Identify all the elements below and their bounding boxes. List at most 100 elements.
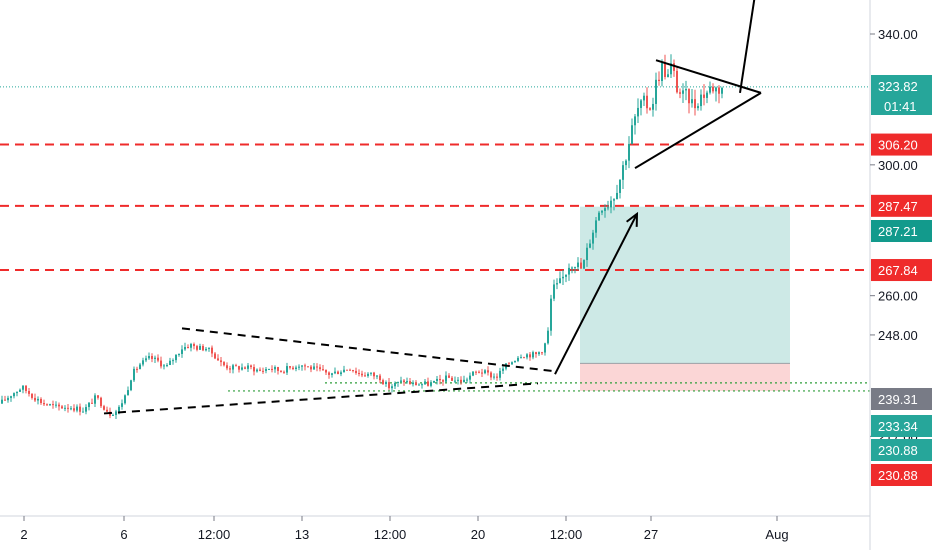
price-label-box [871, 464, 932, 486]
candle-body [577, 262, 579, 268]
x-tick-label: Aug [765, 527, 788, 542]
candle-body [637, 107, 639, 117]
candle-body [193, 344, 195, 347]
candle-body [439, 378, 441, 381]
triangle-lower-trendline [103, 382, 539, 415]
price-label-box [871, 220, 932, 242]
candle-body [97, 395, 99, 398]
candle-body [535, 352, 537, 355]
candle-body [559, 278, 561, 284]
candle-body [586, 247, 588, 261]
candle-body [616, 192, 618, 200]
candle-body [388, 382, 390, 389]
candle-body [550, 298, 552, 331]
time-axis[interactable]: 2 6 12:00 13 12:00 20 12:00 27 Aug [20, 516, 789, 542]
candle-body [232, 365, 234, 370]
candle-body [583, 260, 585, 269]
candle-body [142, 360, 144, 365]
candle-body [91, 402, 93, 404]
candle-body [685, 89, 687, 91]
candle-body [619, 179, 621, 193]
candle-body [478, 371, 480, 373]
candle-body [118, 406, 120, 412]
candle-body [25, 385, 27, 392]
candle-body [211, 347, 213, 354]
candle-body [106, 409, 108, 412]
profit-zone [580, 206, 790, 364]
candle-body [166, 365, 168, 367]
candle-body [427, 381, 429, 386]
candle-body [412, 382, 414, 385]
candle-body [280, 370, 282, 372]
candle-body [7, 397, 9, 401]
candle-body [712, 86, 714, 92]
projection-arrow-line [739, 0, 756, 94]
breakout-arrow-line [554, 213, 638, 375]
y-tick-label: 340.00 [878, 27, 918, 42]
x-tick-label: 12:00 [374, 527, 407, 542]
candle-body [4, 399, 6, 401]
candle-body [448, 375, 450, 378]
trendline-annotations [103, 0, 762, 415]
candle-body [442, 380, 444, 382]
candle-body [562, 276, 564, 279]
price-label-box [871, 415, 932, 437]
candle-body [721, 87, 723, 94]
candle-body [295, 367, 297, 370]
candle-body [556, 283, 558, 285]
candle-body [262, 370, 264, 372]
candle-body [643, 95, 645, 101]
price-label-box [871, 259, 932, 282]
candle-body [217, 358, 219, 361]
candle-body [136, 368, 138, 370]
candle-body [646, 95, 648, 109]
candle-body [367, 373, 369, 376]
candle-body [631, 125, 633, 144]
candle-body [34, 397, 36, 401]
price-label: 230.88 [878, 468, 918, 483]
candle-body [688, 89, 690, 104]
candle-body [322, 369, 324, 371]
candle-body [394, 382, 396, 387]
candle-body [55, 404, 57, 406]
candle-body [625, 160, 627, 166]
candle-body [667, 74, 669, 77]
candle-body [592, 232, 594, 244]
price-label: 239.31 [878, 392, 918, 407]
candle-body [664, 63, 666, 77]
candle-body [484, 370, 486, 374]
candle-body [223, 362, 225, 366]
price-label: 287.21 [878, 224, 918, 239]
candle-body [691, 99, 693, 104]
candle-body [253, 367, 255, 372]
price-label-box [871, 194, 932, 217]
x-tick-label: 12:00 [550, 527, 583, 542]
candle-body [601, 210, 603, 213]
pennant-lower-trendline [634, 92, 762, 169]
candle-body [436, 378, 438, 381]
candle-body [526, 354, 528, 358]
candle-body [175, 354, 177, 361]
candle-body [403, 380, 405, 383]
candle-body [460, 379, 462, 383]
candle-body [595, 220, 597, 233]
candle-body [40, 398, 42, 404]
candle-body [700, 94, 702, 107]
candle-body [352, 370, 354, 372]
price-label-box [871, 388, 932, 410]
candle-body [307, 366, 309, 368]
candle-body [250, 365, 252, 368]
price-label: 230.88 [878, 443, 918, 458]
candle-body [544, 343, 546, 353]
price-label-box [871, 75, 932, 115]
candle-body [493, 376, 495, 378]
candle-body [547, 330, 549, 344]
y-tick-label: 300.00 [878, 158, 918, 173]
pennant-upper-trendline [655, 59, 762, 94]
candle-body [169, 360, 171, 366]
candle-body [376, 375, 378, 377]
price-label-box [871, 133, 932, 156]
